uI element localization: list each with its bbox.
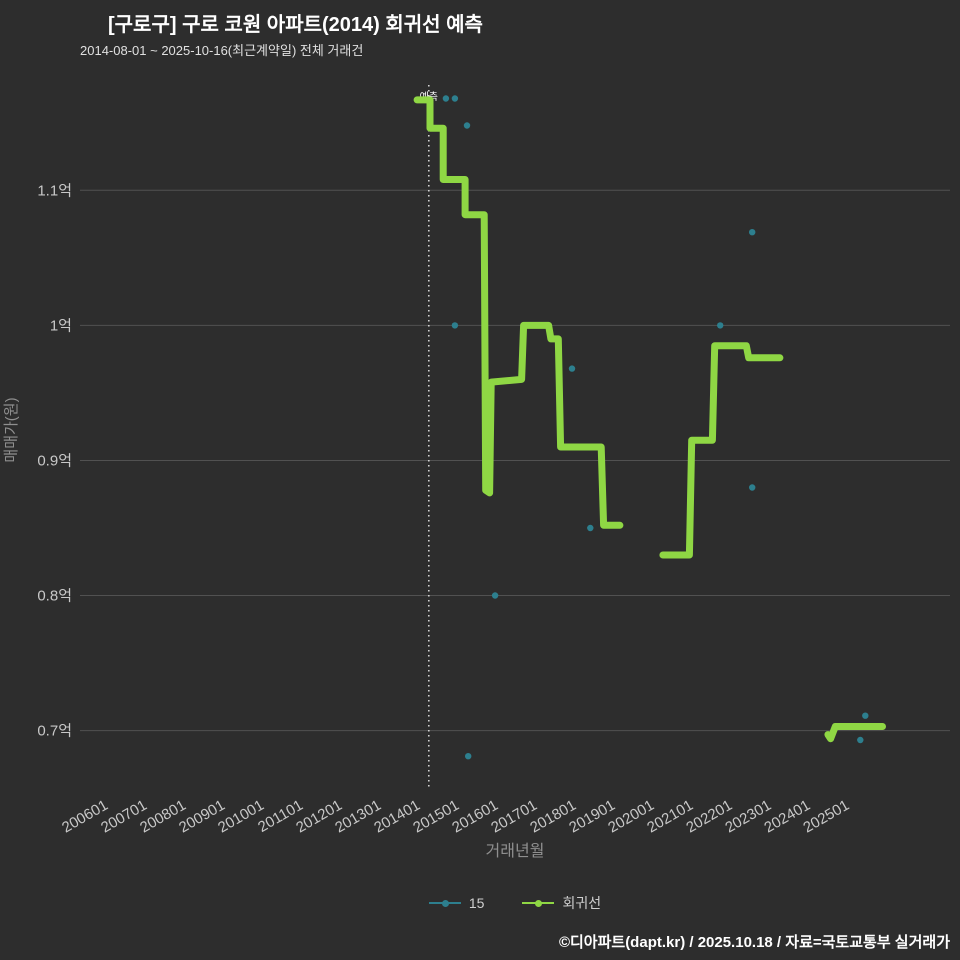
y-tick-label: 0.7억 bbox=[37, 723, 72, 740]
page-title: [구로구] 구로 코원 아파트(2014) 회귀선 예측 bbox=[108, 14, 483, 36]
data-point[interactable] bbox=[568, 365, 576, 372]
data-point[interactable] bbox=[491, 592, 499, 599]
legend-item-15[interactable]: 15 bbox=[428, 895, 485, 911]
data-point[interactable] bbox=[451, 95, 459, 102]
source-credit: ©디아파트(dapt.kr) / 2025.10.18 / 자료=국토교통부 실… bbox=[558, 934, 950, 951]
legend-line-icon bbox=[428, 899, 461, 907]
y-axis-title: 매매가(원) bbox=[3, 397, 20, 462]
data-point[interactable] bbox=[587, 524, 594, 532]
data-point[interactable] bbox=[857, 736, 864, 744]
data-point[interactable] bbox=[862, 712, 869, 719]
x-axis-title: 거래년월 bbox=[486, 842, 545, 860]
legend-label: 15 bbox=[468, 895, 485, 911]
y-tick-label: 1억 bbox=[50, 317, 72, 334]
data-point[interactable] bbox=[749, 484, 756, 491]
data-point[interactable] bbox=[749, 229, 756, 236]
y-tick-labels: 0.7억 0.8억 0.9억 1억 1.1억 bbox=[37, 182, 72, 739]
y-tick-label: 0.9억 bbox=[37, 453, 72, 470]
data-point[interactable] bbox=[442, 95, 450, 102]
legend-dot-icon bbox=[535, 899, 543, 907]
regression-line-series[interactable] bbox=[413, 96, 886, 743]
data-point[interactable] bbox=[463, 122, 471, 129]
data-point[interactable] bbox=[451, 322, 459, 329]
regression-line[interactable] bbox=[659, 342, 784, 559]
y-gridlines bbox=[80, 189, 950, 732]
scatter-series-15[interactable] bbox=[442, 95, 869, 760]
legend-line-icon bbox=[522, 899, 555, 907]
data-point[interactable] bbox=[717, 322, 724, 329]
legend-label: 회귀선 bbox=[562, 895, 602, 911]
page-subtitle: 2014-08-01 ~ 2025-10-16(최근계약일) 전체 거래건 bbox=[80, 43, 364, 58]
y-tick-label: 0.8억 bbox=[37, 588, 72, 605]
regression-line[interactable] bbox=[413, 96, 624, 529]
legend-item-regression[interactable]: 회귀선 bbox=[522, 893, 601, 913]
y-tick-label: 1.1억 bbox=[37, 182, 72, 199]
legend: 15 회귀선 bbox=[80, 893, 950, 913]
regression-line[interactable] bbox=[824, 723, 886, 743]
legend-dot-icon bbox=[441, 899, 449, 907]
data-point[interactable] bbox=[465, 753, 472, 760]
x-tick-labels: 2006012007012008012009012010012011012012… bbox=[59, 797, 852, 837]
